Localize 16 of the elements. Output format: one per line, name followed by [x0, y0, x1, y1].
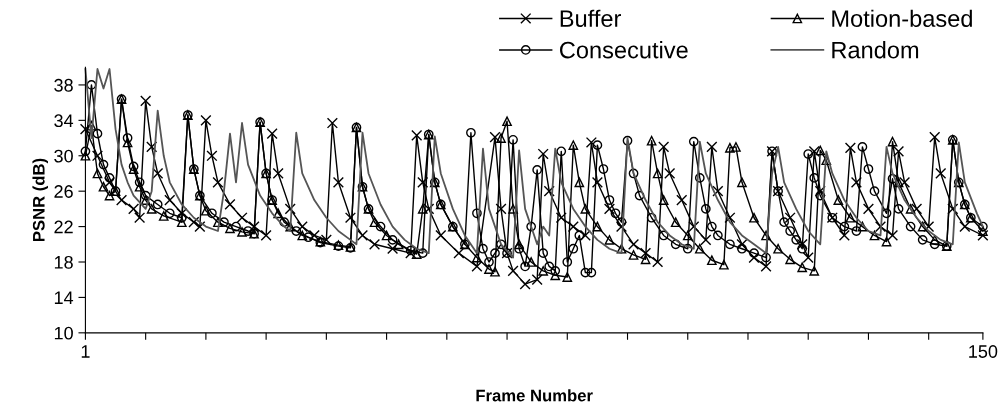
y-tick-label: 10	[54, 326, 73, 340]
y-tick-label: 18	[54, 255, 73, 269]
legend-label: Consecutive	[560, 41, 688, 59]
legend-label: Random	[832, 41, 919, 59]
x-tick-label: 150	[969, 345, 998, 358]
legend-label: Motion-based	[832, 9, 972, 27]
legend-label: Buffer	[560, 9, 621, 27]
y-tick-label: 22	[54, 220, 73, 234]
x-axis-title: Frame Number	[476, 389, 593, 402]
y-axis-title: PSNR (dB)	[32, 158, 48, 242]
y-tick-label: 38	[54, 78, 73, 92]
y-tick-label: 26	[54, 185, 73, 198]
x-tick-label: 1	[81, 345, 90, 358]
y-tick-label: 34	[54, 114, 74, 128]
y-tick-label: 14	[54, 291, 74, 304]
y-tick-label: 30	[54, 149, 73, 163]
